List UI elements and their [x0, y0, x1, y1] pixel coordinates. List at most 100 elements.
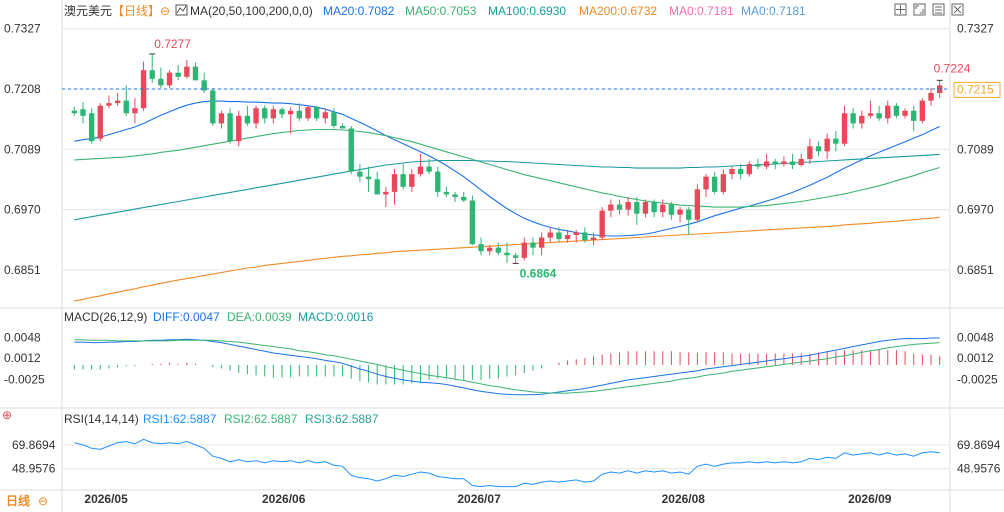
rsi2-value: RSI2:62.5887 — [224, 412, 298, 426]
candle-body — [798, 158, 804, 166]
rsi1-value: RSI1:62.5887 — [143, 412, 217, 426]
macd-diff-value: DIFF:0.0047 — [153, 310, 220, 324]
candle-body — [556, 232, 562, 240]
candle-body — [391, 174, 398, 192]
macd-y-tick: -0.0025 — [957, 372, 998, 386]
candle-body — [218, 113, 225, 124]
ma200-value: MA200:0.6732 — [579, 4, 657, 18]
period-selector[interactable]: 【日线】 — [112, 4, 160, 18]
candle-body — [538, 237, 545, 248]
macd-settings-label[interactable]: MACD(26,12,9) — [64, 310, 147, 324]
last-annotation: 0.7224 — [934, 61, 971, 81]
candle-body — [737, 169, 744, 175]
candle-body — [781, 161, 787, 164]
candle-body — [469, 200, 476, 245]
candle-body — [149, 70, 155, 79]
ma-line-ma20 — [74, 100, 940, 237]
candle-body — [97, 105, 103, 139]
candle-body — [417, 166, 424, 175]
candle-body — [88, 113, 95, 142]
candle-body — [114, 100, 121, 104]
macd-y-tick: 0.0048 — [4, 330, 41, 344]
candle-body — [694, 189, 701, 220]
footer-period-dropdown-icon[interactable]: ⊖ — [38, 494, 48, 508]
candle-body — [357, 171, 363, 177]
candle-body — [331, 112, 337, 126]
candle-body — [521, 242, 527, 258]
y-axis-left: 0.7327 0.7208 0.7089 0.6970 0.6851 0.0048 0.00… — [4, 22, 56, 476]
symbol-name: 澳元美元 — [64, 4, 112, 18]
candle-body — [270, 109, 277, 119]
rsi-panel — [74, 438, 940, 488]
x-axis: 2026/05 2026/06 2026/07 2026/08 2026/09 — [84, 492, 891, 506]
ma-line-ma50 — [74, 128, 940, 208]
candle-body — [660, 204, 666, 213]
candle-body — [296, 110, 302, 119]
candle-body — [339, 125, 346, 129]
ma0-value-a: MA0:0.7181 — [669, 4, 734, 18]
rsi-y-tick: 69.8694 — [957, 438, 1001, 452]
candle-body — [599, 210, 605, 238]
candle-body — [305, 107, 311, 119]
y-tick-label: 0.7089 — [4, 142, 41, 156]
grid-lines — [62, 28, 950, 470]
current-price-tag — [953, 81, 1001, 98]
rsi-marker-icon[interactable]: ⊕ — [2, 408, 12, 422]
macd-value: MACD:0.0016 — [298, 310, 374, 324]
last-price-label: 0.7224 — [934, 61, 971, 75]
rsi3-value: RSI3:62.5887 — [305, 412, 379, 426]
high-price-label: 0.7277 — [154, 37, 191, 51]
x-tick-label: 2026/08 — [662, 492, 706, 506]
candle-body — [512, 255, 519, 258]
candle-body — [564, 235, 571, 240]
candlesticks — [71, 53, 943, 264]
candle-body — [452, 194, 458, 197]
settings-icon[interactable] — [932, 3, 945, 16]
rsi-settings-label[interactable]: RSI(14,14,14) — [64, 412, 139, 426]
candle-body — [815, 146, 822, 152]
candle-body — [876, 113, 882, 119]
candle-body — [478, 244, 484, 252]
current-price-label: 0.7215 — [957, 82, 994, 96]
candle-body — [383, 191, 389, 195]
candle-body — [409, 174, 415, 187]
candle-body — [487, 247, 493, 252]
candle-body — [236, 115, 242, 142]
candle-body — [365, 176, 372, 180]
close-icon[interactable] — [951, 3, 964, 16]
low-price-label: 0.6864 — [520, 266, 557, 280]
footer-period-label[interactable]: 日线 — [6, 493, 30, 508]
high-annotation: 0.7277 — [149, 37, 191, 55]
candle-body — [625, 202, 631, 210]
macd-dea-line — [74, 339, 940, 394]
candle-body — [426, 166, 432, 172]
candle-body — [71, 110, 78, 114]
candle-body — [867, 113, 874, 116]
candle-body — [677, 209, 683, 215]
candle-body — [262, 108, 268, 119]
macd-legend: MACD(26,12,9) DIFF:0.0047 DEA:0.0039 MAC… — [64, 310, 374, 324]
candle-body — [850, 113, 856, 124]
candle-body — [608, 204, 614, 211]
candle-body — [166, 72, 173, 86]
period-toggle-icon[interactable]: ⊖ — [160, 4, 170, 18]
expand-icon[interactable] — [913, 3, 926, 16]
candle-body — [461, 196, 467, 201]
x-tick-label: 2026/06 — [262, 492, 306, 506]
crosshair-icon[interactable] — [894, 3, 907, 16]
candle-body — [547, 232, 553, 238]
ma0-value-b: MA0:0.7181 — [741, 4, 806, 18]
candle-body — [313, 107, 320, 119]
rsi-y-tick: 48.9576 — [957, 462, 1001, 476]
candle-body — [893, 105, 900, 116]
candle-body — [746, 164, 752, 175]
rsi-y-tick: 48.9576 — [12, 462, 56, 476]
macd-y-tick: -0.0025 — [4, 372, 45, 386]
candle-body — [322, 112, 328, 119]
ma-settings-label[interactable]: MA(20,50,100,200,0,0) — [190, 4, 313, 18]
rsi-line — [74, 438, 940, 488]
candle-body — [651, 202, 657, 213]
y-axis-right: 0.73270.72080.70890.69700.68510.00480.00… — [957, 22, 1001, 476]
